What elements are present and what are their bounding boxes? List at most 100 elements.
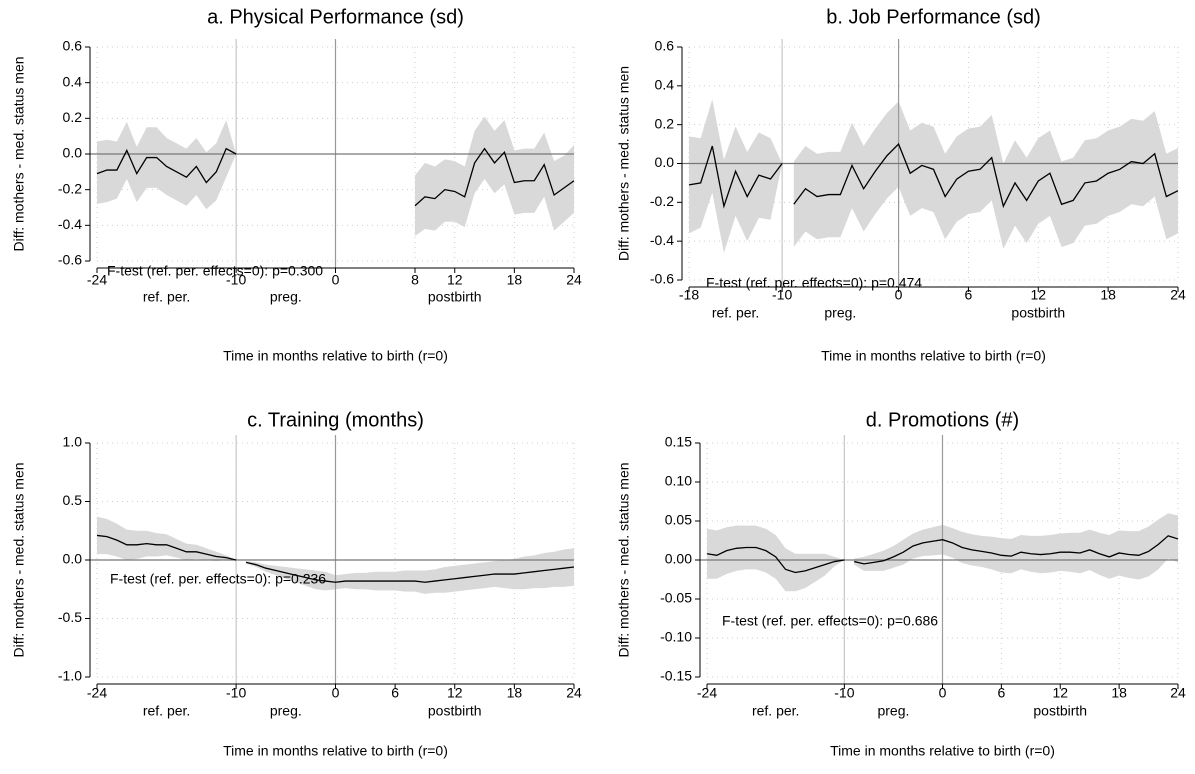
y-tick-label: -0.4 [58,216,82,232]
y-tick-label: 0.05 [665,512,692,528]
period-label: ref. per. [143,703,190,719]
chart-title: a. Physical Performance (sd) [207,6,464,28]
estimate-line [688,145,783,209]
y-tick-label: -0.6 [58,252,82,268]
x-axis-label: Time in months relative to birth (r=0) [223,743,448,759]
x-tick-label: 12 [1030,287,1046,303]
x-tick-label: 0 [939,685,947,701]
x-tick-label: -10 [834,685,854,701]
y-tick-label: 0.2 [63,109,83,125]
period-label: postbirth [428,289,482,305]
confidence-band [689,99,783,253]
x-tick-label: 24 [1170,287,1186,303]
estimate-line [706,546,845,574]
y-tick-label: 1.0 [63,434,83,450]
x-tick-label: 6 [965,287,973,303]
y-tick-label: 0.2 [655,115,675,131]
chart-title: b. Job Performance (sd) [826,6,1041,28]
annotation: F-test (ref. per. effects=0): p=0.300 [107,263,323,279]
y-tick-label: 0.0 [655,154,675,170]
x-tick-label: -10 [226,685,246,701]
x-tick-label: 12 [447,685,463,701]
x-tick-label: 6 [391,685,399,701]
y-tick-label: 0.5 [63,492,83,508]
period-label: preg. [270,703,302,719]
x-tick-label: -24 [87,272,107,288]
y-tick-label: -0.4 [650,232,674,248]
annotation: F-test (ref. per. effects=0): p=0.474 [706,275,922,291]
period-label: ref. per. [143,289,190,305]
period-label: ref. per. [712,305,759,321]
x-tick-label: 0 [332,685,340,701]
y-tick-label: 0.6 [63,38,83,54]
annotation: F-test (ref. per. effects=0): p=0.686 [722,613,938,629]
x-axis-label: Time in months relative to birth (r=0) [821,348,1046,364]
x-tick-label: -24 [87,685,107,701]
x-tick-label: 18 [507,685,523,701]
annotation: F-test (ref. per. effects=0): p=0.236 [110,571,326,587]
x-tick-label: 12 [1052,685,1068,701]
y-tick-label: 0.0 [63,145,83,161]
period-label: ref. per. [752,703,799,719]
confidence-band [415,116,574,237]
y-tick-label: -1.0 [58,668,82,684]
x-tick-label: -10 [226,272,246,288]
estimate-line [245,561,575,583]
y-tick-label: -0.2 [650,193,674,209]
estimate-line [96,534,237,561]
y-tick-label: -0.15 [660,668,692,684]
y-tick-label: -0.2 [58,180,82,196]
x-tick-label: 0 [895,287,903,303]
x-axis-label: Time in months relative to birth (r=0) [223,348,448,364]
y-axis-label: Diff: mothers - med. status men [616,462,632,657]
confidence-band [97,516,237,562]
period-label: preg. [824,305,856,321]
y-tick-label: 0.0 [63,551,83,567]
x-tick-label: -10 [772,287,792,303]
chart-title: c. Training (months) [247,409,424,431]
y-tick-label: 0.00 [665,551,692,567]
x-tick-label: 18 [1111,685,1127,701]
y-tick-label: -0.6 [650,271,674,287]
x-tick-label: 24 [566,685,582,701]
x-tick-label: -24 [697,685,717,701]
period-label: preg. [270,289,302,305]
estimate-line [96,147,237,184]
period-label: postbirth [1033,703,1087,719]
y-tick-label: -0.5 [58,609,82,625]
x-tick-label: 6 [997,685,1005,701]
y-axis-label: Diff: mothers - med. status men [11,56,27,251]
x-axis-label: Time in months relative to birth (r=0) [830,743,1055,759]
y-axis-label: Diff: mothers - med. status men [11,462,27,657]
chart-title: d. Promotions (#) [866,409,1019,431]
confidence-band [854,513,1178,580]
x-tick-label: 24 [1170,685,1186,701]
confidence-band [246,548,574,594]
period-label: preg. [877,703,909,719]
estimate-line [793,142,1179,209]
y-tick-label: 0.15 [665,434,692,450]
confidence-band [793,101,1178,249]
y-tick-label: 0.4 [655,77,675,93]
y-tick-label: 0.6 [655,38,675,54]
x-tick-label: 8 [411,272,419,288]
y-axis-label: Diff: mothers - med. status men [616,66,632,261]
x-tick-label: 24 [566,272,582,288]
x-tick-label: 0 [332,272,340,288]
x-tick-label: -18 [679,287,699,303]
estimate-line [854,535,1179,565]
period-label: postbirth [1011,305,1065,321]
x-tick-label: 18 [507,272,523,288]
x-tick-label: 18 [1100,287,1116,303]
y-tick-label: 0.10 [665,473,692,489]
estimate-line [414,147,575,207]
confidence-band [707,525,845,592]
y-tick-label: -0.10 [660,629,692,645]
y-tick-label: -0.05 [660,590,692,606]
y-tick-label: 0.4 [63,73,83,89]
period-label: postbirth [428,703,482,719]
confidence-band [97,120,237,210]
x-tick-label: 12 [447,272,463,288]
